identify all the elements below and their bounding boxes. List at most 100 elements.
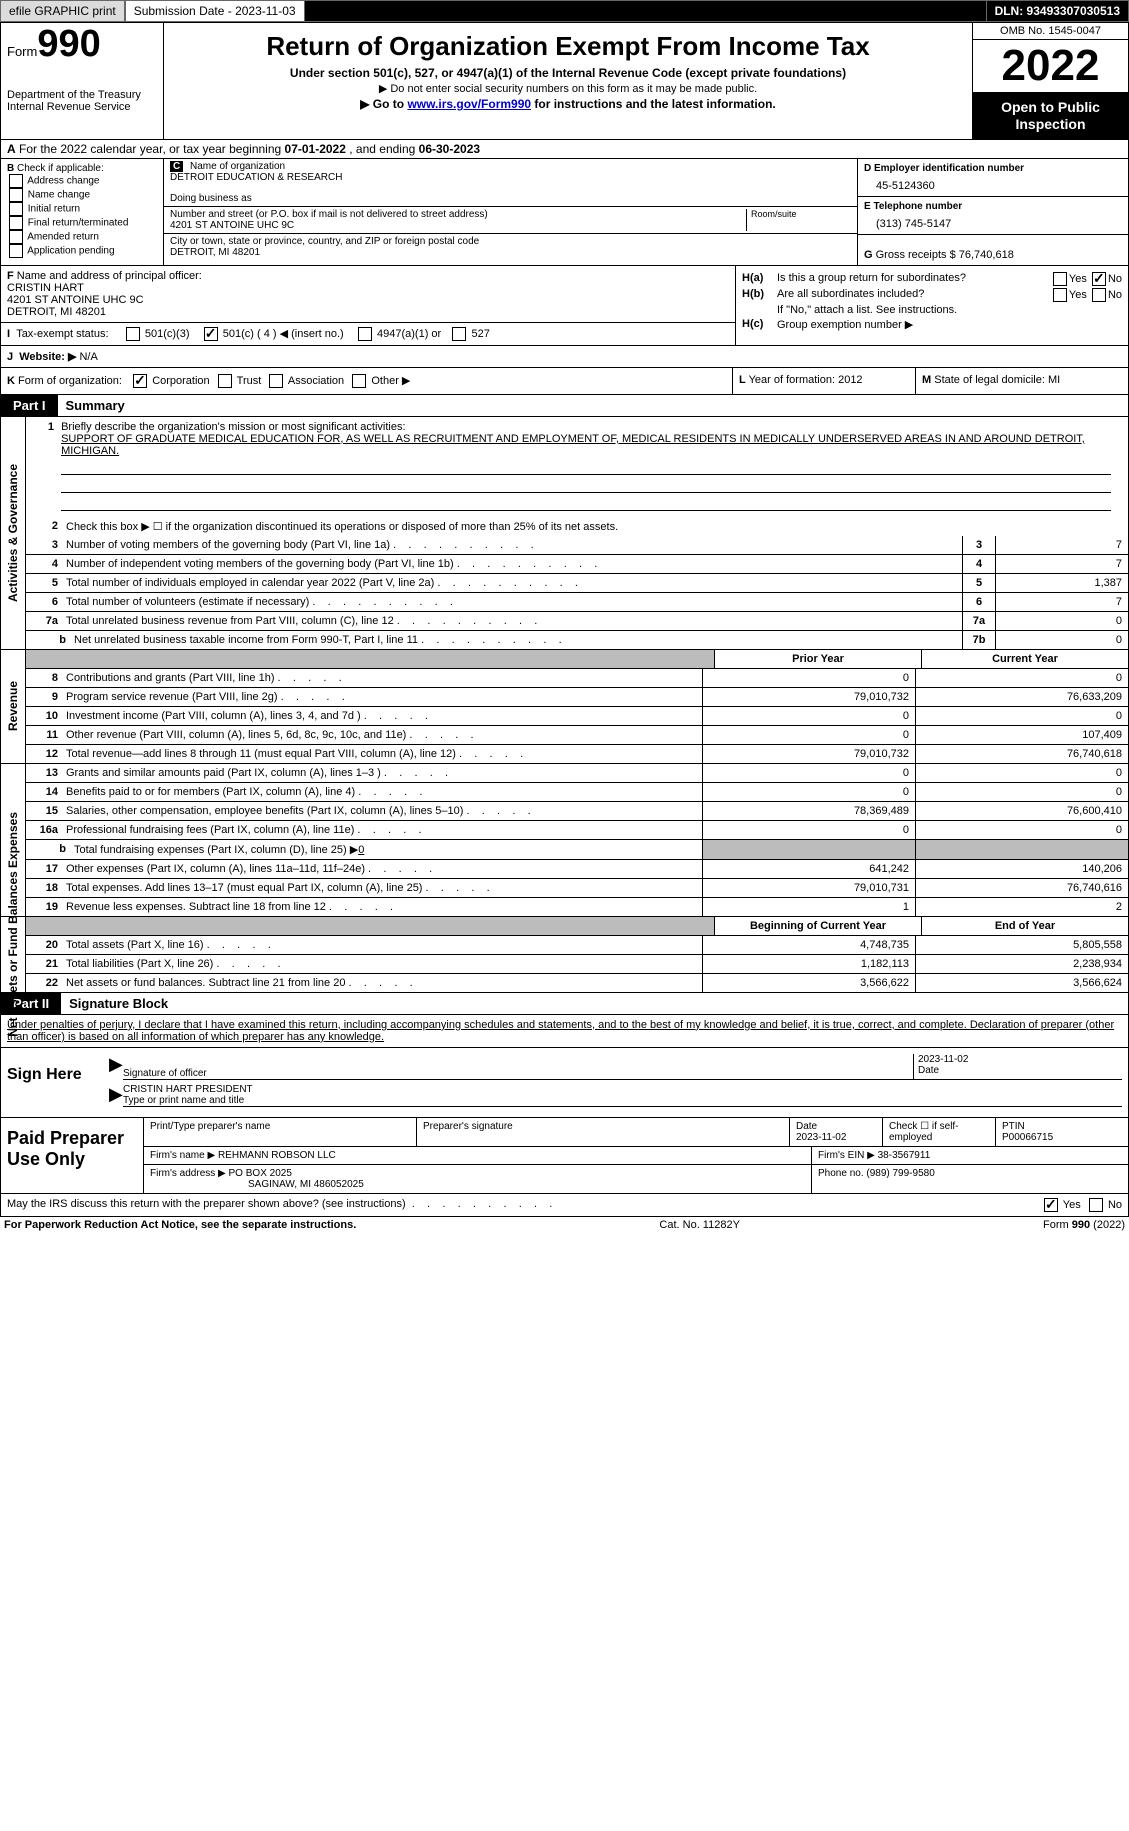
line-1-mission: 1 Briefly describe the organization's mi… <box>26 417 1128 517</box>
m-text: State of legal domicile: <box>934 374 1048 386</box>
mission-blank-2 <box>61 477 1111 493</box>
summary-line: 6Total number of volunteers (estimate if… <box>26 593 1128 612</box>
discuss-yes-label: Yes <box>1063 1199 1081 1211</box>
summary-line: 15Salaries, other compensation, employee… <box>26 802 1128 821</box>
firm-addr-label: Firm's address ▶ <box>150 1168 229 1179</box>
form-word: Form <box>7 44 37 59</box>
dba-hint: Doing business as <box>170 193 851 204</box>
form-990-container: Form990 Department of the Treasury Inter… <box>0 22 1129 1217</box>
summary-line: bTotal fundraising expenses (Part IX, co… <box>26 840 1128 860</box>
prior-year-header: Prior Year <box>714 650 921 668</box>
opt-other: Other ▶ <box>371 375 410 387</box>
col-b-item: Amended return <box>7 230 157 244</box>
summary-line: 12Total revenue—add lines 8 through 11 (… <box>26 745 1128 763</box>
discuss-yes[interactable] <box>1044 1198 1058 1212</box>
irs-link[interactable]: www.irs.gov/Form990 <box>407 97 531 111</box>
gross-receipts-value: 76,740,618 <box>959 249 1014 261</box>
efile-print-button[interactable]: efile GRAPHIC print <box>0 0 125 22</box>
summary-line: 18Total expenses. Add lines 13–17 (must … <box>26 879 1128 898</box>
form-header: Form990 Department of the Treasury Inter… <box>1 23 1128 140</box>
hb-note: If "No," attach a list. See instructions… <box>777 304 1122 316</box>
l-label: L <box>739 374 746 386</box>
chk-other[interactable] <box>352 374 366 388</box>
i-label: I <box>7 328 10 340</box>
footer-mid: Cat. No. 11282Y <box>659 1219 740 1231</box>
part-i-tab: Part I <box>1 395 58 416</box>
checkbox[interactable] <box>9 202 23 216</box>
hb-text: Are all subordinates included? <box>777 288 1051 302</box>
checkbox[interactable] <box>9 188 23 202</box>
irs-discuss-line: May the IRS discuss this return with the… <box>1 1194 1128 1216</box>
checkbox[interactable] <box>9 174 23 188</box>
tax-year: 2022 <box>973 40 1128 93</box>
col-f-i: F Name and address of principal officer:… <box>1 266 736 345</box>
col-b-item: Final return/terminated <box>7 216 157 230</box>
vert-netassets: Net Assets or Fund Balances <box>1 917 26 992</box>
f-label: F <box>7 270 14 282</box>
section-activities: Activities & Governance 1 Briefly descri… <box>1 417 1128 650</box>
summary-line: 13Grants and similar amounts paid (Part … <box>26 764 1128 783</box>
summary-line: 3Number of voting members of the governi… <box>26 536 1128 555</box>
form-number: Form990 <box>7 27 157 61</box>
firm-ein-label: Firm's EIN ▶ <box>818 1150 878 1161</box>
opt-corp: Corporation <box>152 375 209 387</box>
block-f-officer: F Name and address of principal officer:… <box>1 266 735 323</box>
summary-line: 11Other revenue (Part VIII, column (A), … <box>26 726 1128 745</box>
summary-line: 17Other expenses (Part IX, column (A), l… <box>26 860 1128 879</box>
chk-4947[interactable] <box>358 327 372 341</box>
summary-line: 5Total number of individuals employed in… <box>26 574 1128 593</box>
ptin-value: P00066715 <box>1002 1132 1053 1143</box>
form-title: Return of Organization Exempt From Incom… <box>172 31 964 62</box>
part-ii-title: Signature Block <box>61 993 176 1014</box>
col-b-intro: Check if applicable: <box>14 163 104 174</box>
col-b-item: Name change <box>7 188 157 202</box>
vert-revenue: Revenue <box>1 650 26 763</box>
chk-association[interactable] <box>269 374 283 388</box>
firm-addr-2: SAGINAW, MI 486052025 <box>248 1179 364 1190</box>
block-i-tax-status: I Tax-exempt status: 501(c)(3) 501(c) ( … <box>1 323 735 345</box>
chk-corporation[interactable] <box>133 374 147 388</box>
street-value: 4201 ST ANTOINE UHC 9C <box>170 220 294 231</box>
sign-here-label: Sign Here <box>1 1048 103 1117</box>
header-sub1: Under section 501(c), 527, or 4947(a)(1)… <box>172 66 964 80</box>
sig-arrow-2: ▶ <box>109 1084 123 1107</box>
opt-4947: 4947(a)(1) or <box>377 328 441 340</box>
mission-blank-3 <box>61 495 1111 511</box>
street-hint: Number and street (or P.O. box if mail i… <box>170 209 488 220</box>
chk-501c[interactable] <box>204 327 218 341</box>
firm-phone-value: (989) 799-9580 <box>866 1168 934 1179</box>
hb-no[interactable] <box>1092 288 1106 302</box>
prep-sig-label: Preparer's signature <box>417 1118 790 1146</box>
room-suite-hint: Room/suite <box>747 209 851 231</box>
row-j: J Website: ▶ N/A <box>1 346 1128 368</box>
line-a-tax-year: A For the 2022 calendar year, or tax yea… <box>1 140 1128 159</box>
hb-yes[interactable] <box>1053 288 1067 302</box>
form-num-990: 990 <box>37 23 100 65</box>
summary-line: 20Total assets (Part X, line 16)4,748,73… <box>26 936 1128 955</box>
vert-activities: Activities & Governance <box>1 417 26 649</box>
checkbox[interactable] <box>9 216 23 230</box>
checkbox[interactable] <box>9 244 23 258</box>
chk-trust[interactable] <box>218 374 232 388</box>
section-expenses: Expenses 13Grants and similar amounts pa… <box>1 764 1128 917</box>
summary-line: 16aProfessional fundraising fees (Part I… <box>26 821 1128 840</box>
name-hint: Name of organization <box>190 161 285 172</box>
chk-501c3[interactable] <box>126 327 140 341</box>
col-b-item: Application pending <box>7 244 157 258</box>
name-title-hint: Type or print name and title <box>123 1095 1122 1106</box>
i-text: Tax-exempt status: <box>16 328 108 340</box>
page-footer: For Paperwork Reduction Act Notice, see … <box>0 1217 1129 1233</box>
header-sub2: ▶ Do not enter social security numbers o… <box>172 82 964 95</box>
discuss-no[interactable] <box>1089 1198 1103 1212</box>
chk-527[interactable] <box>452 327 466 341</box>
year-header-1: Prior Year Current Year <box>26 650 1128 669</box>
summary-line: 21Total liabilities (Part X, line 26)1,1… <box>26 955 1128 974</box>
l-text: Year of formation: <box>749 374 838 386</box>
topbar-spacer <box>305 0 986 22</box>
no-label: No <box>1108 273 1122 285</box>
checkbox[interactable] <box>9 230 23 244</box>
firm-name-value: REHMANN ROBSON LLC <box>218 1150 336 1161</box>
ha-yes[interactable] <box>1053 272 1067 286</box>
ha-no[interactable] <box>1092 272 1106 286</box>
section-revenue: Revenue Prior Year Current Year 8Contrib… <box>1 650 1128 764</box>
